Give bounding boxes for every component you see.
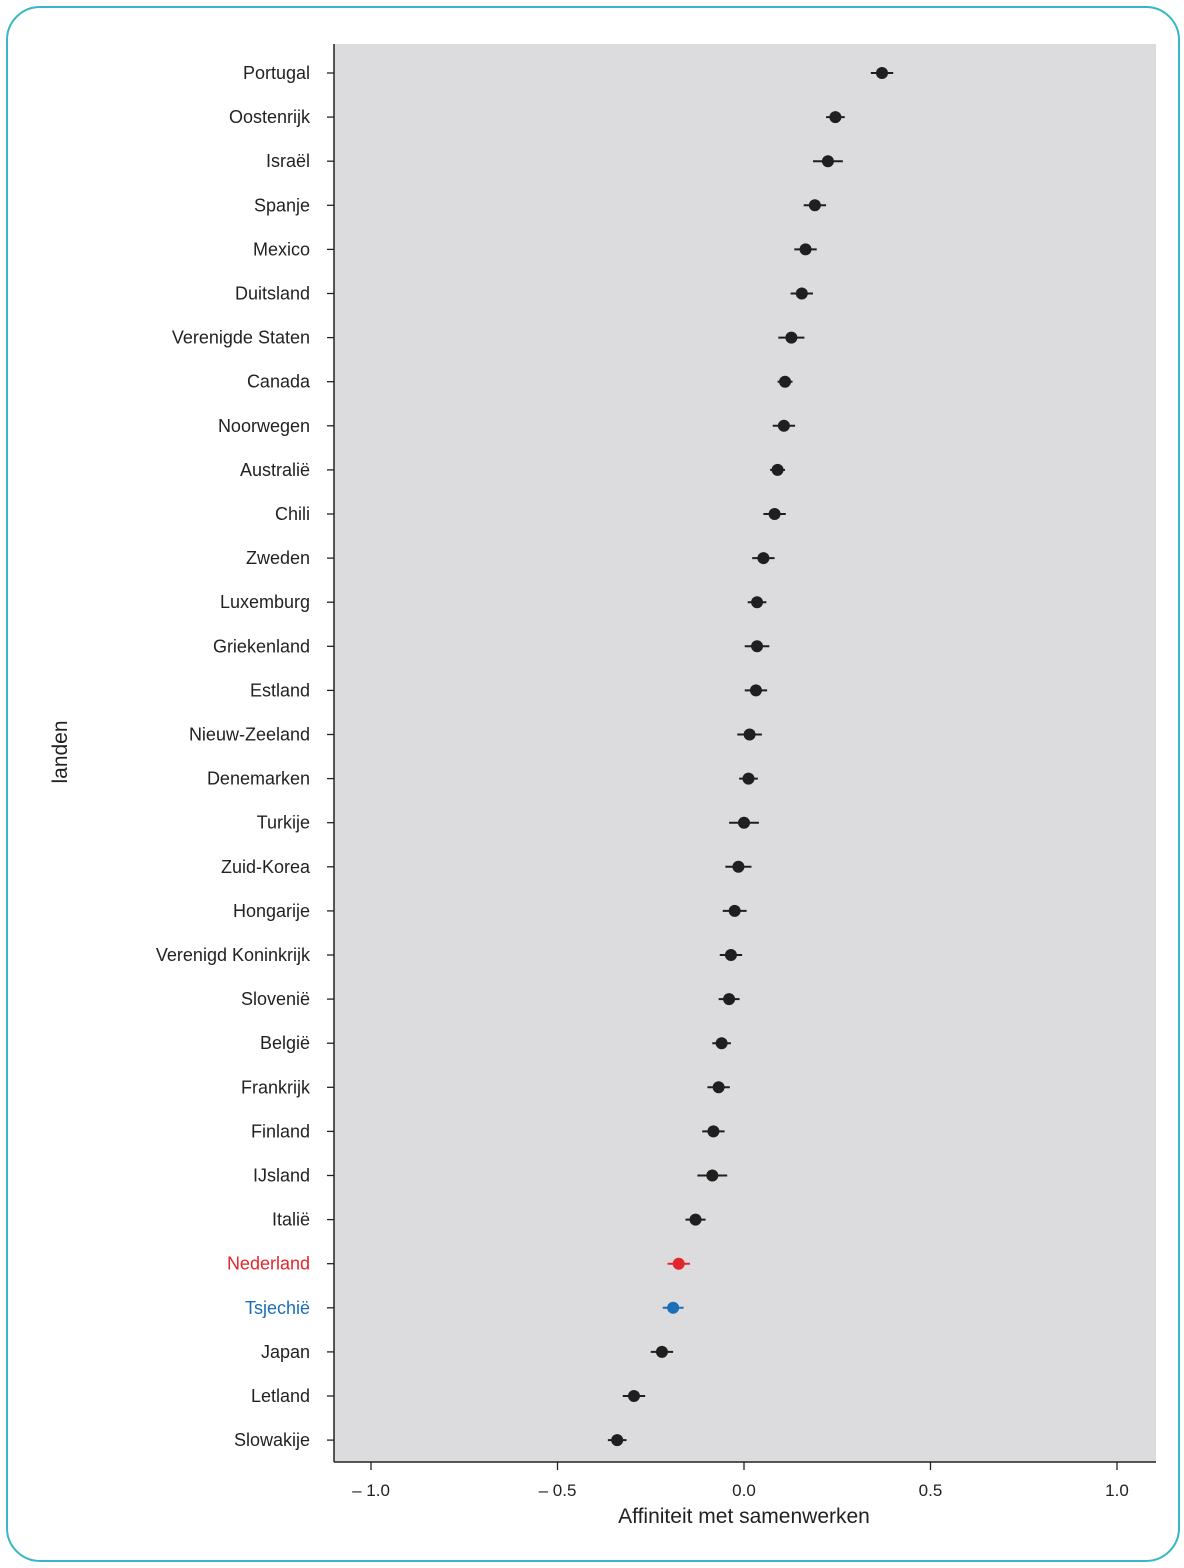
data-point xyxy=(724,949,737,961)
country-label: Zweden xyxy=(246,548,310,568)
data-point xyxy=(655,1345,668,1358)
country-label: Israël xyxy=(266,151,310,171)
data-point xyxy=(728,904,741,917)
data-point xyxy=(715,1037,728,1050)
data-point xyxy=(808,199,821,212)
data-point xyxy=(712,1081,725,1094)
x-axis-title: Affiniteit met samenwerken xyxy=(618,1505,870,1528)
data-point xyxy=(723,993,736,1006)
country-label: Griekenland xyxy=(213,636,310,656)
data-point xyxy=(707,1125,720,1138)
country-label: Spanje xyxy=(254,195,310,215)
y-axis-title: landen xyxy=(49,720,72,783)
x-tick-label: – 0.5 xyxy=(539,1481,577,1500)
country-label: IJsland xyxy=(253,1166,310,1186)
country-label: Australië xyxy=(240,460,310,480)
country-label: Chili xyxy=(275,504,310,524)
x-tick-label: 1.0 xyxy=(1105,1481,1129,1500)
country-label: Nederland xyxy=(227,1254,310,1274)
plot-background xyxy=(334,44,1156,1462)
data-point xyxy=(611,1434,624,1447)
country-label: Canada xyxy=(247,372,311,392)
country-label: Frankrijk xyxy=(241,1077,311,1097)
country-label: Verenigde Staten xyxy=(172,328,310,348)
data-point xyxy=(799,243,812,256)
data-point xyxy=(777,419,790,432)
country-label: Oostenrijk xyxy=(229,107,311,127)
data-point xyxy=(795,287,808,300)
data-point xyxy=(829,111,842,124)
data-point xyxy=(672,1257,685,1270)
country-label: Letland xyxy=(251,1386,310,1406)
country-label: Hongarije xyxy=(233,901,310,921)
data-point xyxy=(876,67,889,79)
country-label: Nieuw-Zeeland xyxy=(189,725,310,745)
x-axis-ticks: – 1.0 – 0.5 0.0 0.5 1.0 xyxy=(352,1462,1129,1500)
data-point xyxy=(627,1390,640,1402)
data-point xyxy=(732,860,745,873)
x-tick-label: 0.5 xyxy=(919,1481,943,1500)
country-label: Japan xyxy=(261,1342,310,1362)
country-label: Slovenië xyxy=(241,989,310,1009)
country-label: Denemarken xyxy=(207,769,310,789)
data-point xyxy=(771,463,784,476)
data-point xyxy=(742,772,755,785)
country-label: Tsjechië xyxy=(245,1298,310,1318)
country-label: Italië xyxy=(272,1210,310,1230)
country-label: Luxemburg xyxy=(220,592,310,612)
country-label: Slowakije xyxy=(234,1430,310,1450)
x-tick-label: – 1.0 xyxy=(352,1481,390,1500)
country-label: Portugal xyxy=(243,63,310,83)
country-label: Duitsland xyxy=(235,284,310,304)
data-point xyxy=(779,375,792,388)
data-point xyxy=(689,1213,702,1226)
data-point xyxy=(751,596,764,609)
data-point xyxy=(706,1169,719,1182)
country-label: Turkije xyxy=(257,813,310,833)
data-marks xyxy=(607,67,894,1447)
country-label: Zuid-Korea xyxy=(221,857,311,877)
x-tick-label: 0.0 xyxy=(732,1481,756,1500)
country-label: België xyxy=(260,1033,310,1053)
country-label: Estland xyxy=(250,680,310,700)
data-point xyxy=(757,552,770,565)
data-point xyxy=(738,816,750,829)
data-point xyxy=(749,684,762,697)
data-point xyxy=(785,331,798,344)
data-point xyxy=(768,508,781,520)
country-label: Noorwegen xyxy=(218,416,310,436)
country-label: Mexico xyxy=(253,239,310,259)
country-label: Finland xyxy=(251,1121,310,1141)
data-point xyxy=(743,728,756,741)
data-point xyxy=(667,1301,680,1314)
y-axis-ticks: Portugal Oostenrijk Israël Spanje Mexico Duit… xyxy=(156,63,334,1450)
data-point xyxy=(751,640,764,653)
data-point xyxy=(821,155,834,168)
country-label: Verenigd Koninkrijk xyxy=(156,945,311,965)
